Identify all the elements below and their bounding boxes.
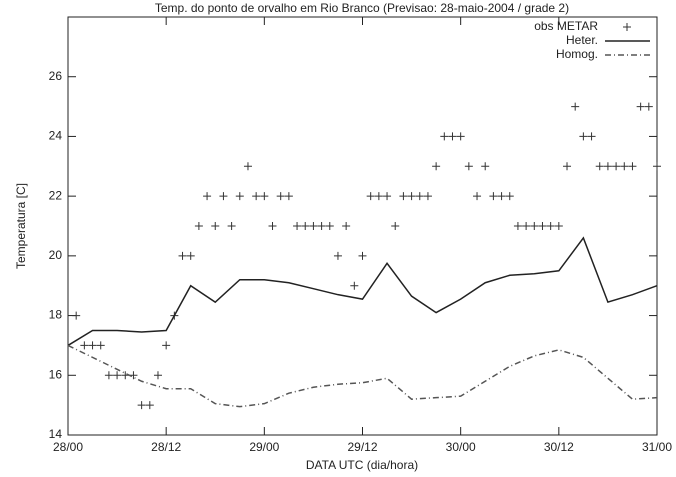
marker xyxy=(358,251,367,260)
legend-marker xyxy=(623,23,631,31)
marker xyxy=(464,162,473,171)
marker xyxy=(301,222,310,230)
marker xyxy=(636,102,645,111)
marker xyxy=(505,192,514,201)
marker xyxy=(383,192,392,201)
marker xyxy=(481,162,490,171)
marker xyxy=(415,192,424,201)
marker xyxy=(309,222,318,230)
marker xyxy=(211,222,220,230)
x-tick-label: 28/00 xyxy=(53,440,83,454)
marker xyxy=(284,192,293,201)
marker xyxy=(276,192,285,201)
marker xyxy=(317,222,326,230)
marker xyxy=(235,192,244,201)
marker xyxy=(489,192,498,201)
y-tick-label: 20 xyxy=(49,248,63,262)
x-axis-title: DATA UTC (dia/hora) xyxy=(306,458,418,472)
marker xyxy=(104,371,113,380)
marker xyxy=(554,222,563,230)
plot-frame xyxy=(67,16,658,436)
marker xyxy=(579,132,588,141)
marker xyxy=(423,192,432,201)
x-tick-label: 28/12 xyxy=(151,440,181,454)
marker xyxy=(595,162,604,171)
y-tick-label: 26 xyxy=(49,69,63,83)
y-tick-label: 24 xyxy=(49,129,63,143)
y-tick-label: 16 xyxy=(49,367,63,381)
marker xyxy=(137,401,146,410)
legend-label: obs METAR xyxy=(534,19,598,33)
line xyxy=(67,344,658,408)
marker xyxy=(432,162,441,171)
marker xyxy=(440,132,449,141)
marker xyxy=(293,222,302,230)
marker xyxy=(628,162,637,171)
marker xyxy=(186,251,195,260)
marker xyxy=(366,192,375,201)
line xyxy=(67,236,658,347)
marker xyxy=(653,162,661,171)
marker xyxy=(620,162,629,171)
marker xyxy=(391,222,400,230)
chart-title: Temp. do ponto de orvalho em Rio Branco … xyxy=(155,1,569,15)
x-tick-label: 31/00 xyxy=(642,440,672,454)
marker xyxy=(342,222,351,230)
marker xyxy=(587,132,596,141)
x-tick-label: 29/00 xyxy=(249,440,279,454)
marker xyxy=(563,162,572,171)
marker xyxy=(603,162,612,171)
marker xyxy=(538,222,547,230)
marker xyxy=(522,222,531,230)
marker xyxy=(96,341,105,350)
x-tick-label: 30/00 xyxy=(446,440,476,454)
marker xyxy=(243,162,252,171)
marker xyxy=(162,341,171,350)
marker xyxy=(399,192,408,201)
marker xyxy=(644,102,653,111)
marker xyxy=(252,192,261,201)
marker xyxy=(219,192,228,201)
marker xyxy=(145,401,154,410)
y-tick-label: 18 xyxy=(49,308,63,322)
marker xyxy=(448,132,457,141)
marker xyxy=(178,251,187,260)
marker xyxy=(72,311,81,320)
marker xyxy=(260,192,269,201)
legend-label: Homog. xyxy=(556,47,598,61)
legend-label: Heter. xyxy=(566,33,598,47)
marker xyxy=(88,341,97,350)
marker xyxy=(113,371,122,380)
marker xyxy=(473,192,482,201)
marker xyxy=(546,222,555,230)
marker xyxy=(571,102,580,111)
marker xyxy=(80,341,89,350)
marker xyxy=(350,281,359,290)
marker xyxy=(227,222,236,230)
marker xyxy=(325,222,334,230)
marker xyxy=(530,222,539,230)
y-tick-label: 22 xyxy=(49,188,63,202)
marker xyxy=(194,222,203,230)
marker xyxy=(497,192,506,201)
x-tick-label: 30/12 xyxy=(544,440,574,454)
y-tick-label: 14 xyxy=(49,427,63,441)
marker xyxy=(407,192,416,201)
marker xyxy=(153,371,162,380)
marker xyxy=(268,222,277,230)
marker xyxy=(513,222,522,230)
marker xyxy=(333,251,342,260)
y-axis-title: Temperatura [C] xyxy=(14,183,28,269)
marker xyxy=(374,192,383,201)
marker xyxy=(203,192,212,201)
marker xyxy=(456,132,465,141)
marker xyxy=(612,162,621,171)
x-tick-label: 29/12 xyxy=(347,440,377,454)
